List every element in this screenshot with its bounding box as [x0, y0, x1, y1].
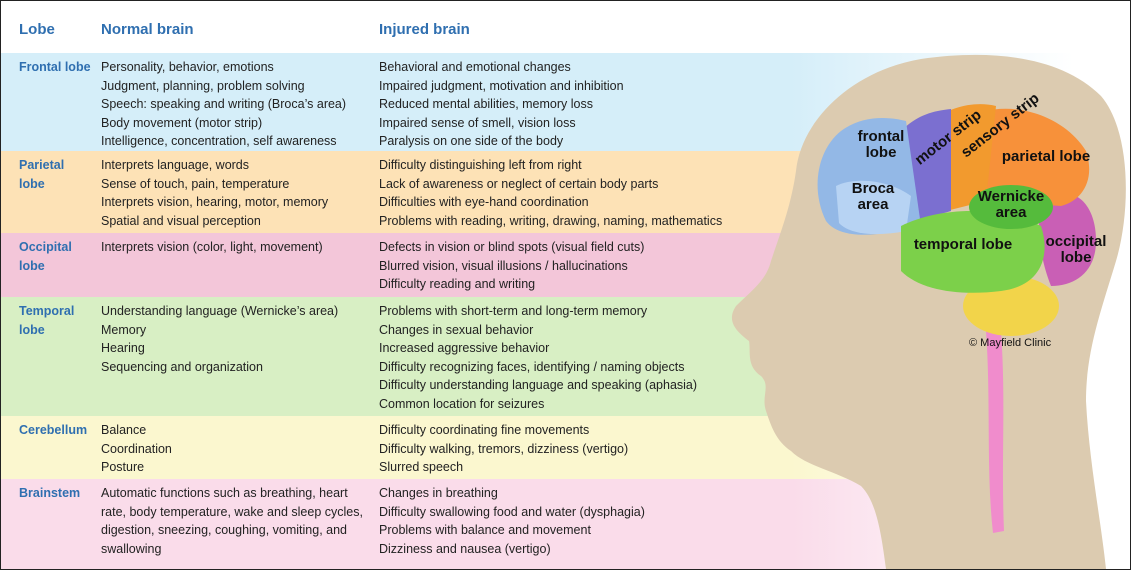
- injured-item: Difficulties with eye-hand coordination: [379, 195, 589, 209]
- normal-cell: Automatic functions such as breathing, h…: [101, 484, 363, 558]
- brain-label: Broca: [852, 180, 895, 197]
- normal-item: Intelligence, concentration, self awaren…: [101, 134, 337, 148]
- injured-cell: Difficulty distinguishing left from righ…: [379, 156, 779, 230]
- injured-item: Difficulty recognizing faces, identifyin…: [379, 359, 685, 374]
- injured-item: Problems with reading, writing, drawing,…: [379, 213, 723, 228]
- normal-item: Body movement (motor strip): [101, 115, 263, 130]
- injured-item: Reduced mental abilities, memory loss: [379, 97, 593, 111]
- brain-label: parietal lobe: [1002, 148, 1090, 165]
- normal-item: Posture: [101, 460, 145, 474]
- header-lobe: Lobe: [19, 21, 55, 38]
- broca-region: [836, 180, 911, 235]
- occipital-region: [1039, 193, 1096, 286]
- brain-label: lobe: [1061, 249, 1092, 266]
- injured-item: Lack of awareness or neglect of certain …: [379, 176, 659, 191]
- lobe-name: Occipital lobe: [19, 240, 72, 273]
- injured-item: Common location for seizures: [379, 396, 545, 411]
- injured-cell: Behavioral and emotional changes Impaired…: [379, 58, 779, 151]
- brain-label: area: [858, 196, 890, 213]
- normal-item: Automatic functions such as breathing, h…: [101, 486, 363, 556]
- lobe-name: Temporal lobe: [19, 304, 75, 337]
- normal-cell: Balance Coordination Posture: [101, 421, 363, 477]
- injured-item: Difficulty swallowing food and water (dy…: [379, 504, 645, 519]
- injured-item: Blurred vision, visual illusions / hallu…: [379, 258, 628, 273]
- credit: © Mayfield Clinic: [969, 337, 1052, 349]
- normal-item: Sequencing and organization: [101, 359, 263, 374]
- injured-item: Behavioral and emotional changes: [379, 60, 571, 74]
- brain-label: area: [996, 204, 1028, 221]
- injured-item: Changes in sexual behavior: [379, 322, 534, 337]
- lobe-name: Cerebellum: [19, 423, 88, 437]
- normal-item: Understanding language (Wernicke’s area): [101, 304, 339, 318]
- brain-label: frontal: [858, 128, 905, 145]
- injured-item: Problems with short-term and long-term m…: [379, 304, 648, 318]
- brain-label: temporal lobe: [914, 236, 1012, 253]
- normal-item: Memory: [101, 322, 147, 337]
- normal-cell: Personality, behavior, emotions Judgment,…: [101, 58, 363, 151]
- normal-item: Hearing: [101, 341, 145, 355]
- injured-item: Impaired sense of smell, vision loss: [379, 115, 576, 130]
- injured-item: Difficulty reading and writing: [379, 277, 536, 291]
- injured-cell: Difficulty coordinating fine movements Di…: [379, 421, 779, 477]
- injured-item: Difficulty coordinating fine movements: [379, 423, 590, 437]
- injured-item: Problems with balance and movement: [379, 523, 591, 537]
- injured-cell: Problems with short-term and long-term m…: [379, 302, 779, 413]
- injured-cell: Defects in vision or blind spots (visual…: [379, 238, 779, 294]
- lobe-name: Parietal lobe: [19, 158, 65, 191]
- injured-item: Dizziness and nausea (vertigo): [379, 541, 551, 556]
- header-normal: Normal brain: [101, 21, 194, 38]
- normal-item: Interprets vision, hearing, motor, memor…: [101, 195, 329, 209]
- injured-item: Difficulty distinguishing left from righ…: [379, 158, 582, 172]
- normal-item: Sense of touch, pain, temperature: [101, 176, 290, 191]
- injured-cell: Changes in breathing Difficulty swallowin…: [379, 484, 779, 558]
- injured-item: Changes in breathing: [379, 486, 498, 500]
- wernicke-region: [969, 185, 1053, 229]
- normal-item: Spatial and visual perception: [101, 213, 261, 228]
- lobe-name: Frontal lobe: [19, 60, 91, 74]
- normal-item: Coordination: [101, 441, 172, 456]
- injured-item: Paralysis on one side of the body: [379, 134, 564, 148]
- injured-item: Difficulty understanding language and sp…: [379, 378, 698, 392]
- normal-item: Balance: [101, 423, 147, 437]
- injured-item: Defects in vision or blind spots (visual…: [379, 240, 645, 254]
- brain-label: occipital: [1046, 233, 1107, 250]
- header-injured: Injured brain: [379, 21, 470, 38]
- table-row: Frontal lobe Personality, behavior, emoti…: [1, 53, 1130, 151]
- injured-item: Increased aggressive behavior: [379, 341, 550, 355]
- temporal-region: [901, 211, 1045, 293]
- brainstem: [986, 331, 1004, 533]
- normal-item: Judgment, planning, problem solving: [101, 78, 305, 93]
- normal-item: Personality, behavior, emotions: [101, 60, 274, 74]
- brain-label: lobe: [866, 144, 897, 161]
- normal-cell: Interprets language, words Sense of touch…: [101, 156, 363, 230]
- normal-item: Interprets vision (color, light, movemen…: [101, 240, 323, 254]
- injured-item: Difficulty walking, tremors, dizziness (…: [379, 441, 629, 456]
- normal-item: Speech: speaking and writing (Broca’s ar…: [101, 97, 347, 111]
- injured-item: Slurred speech: [379, 460, 464, 474]
- brain-label: Wernicke: [978, 188, 1044, 205]
- normal-cell: Understanding language (Wernicke’s area)…: [101, 302, 363, 376]
- injured-item: Impaired judgment, motivation and inhibi…: [379, 78, 624, 93]
- normal-item: Interprets language, words: [101, 158, 250, 172]
- normal-cell: Interprets vision (color, light, movemen…: [101, 238, 363, 257]
- lobe-name: Brainstem: [19, 486, 81, 500]
